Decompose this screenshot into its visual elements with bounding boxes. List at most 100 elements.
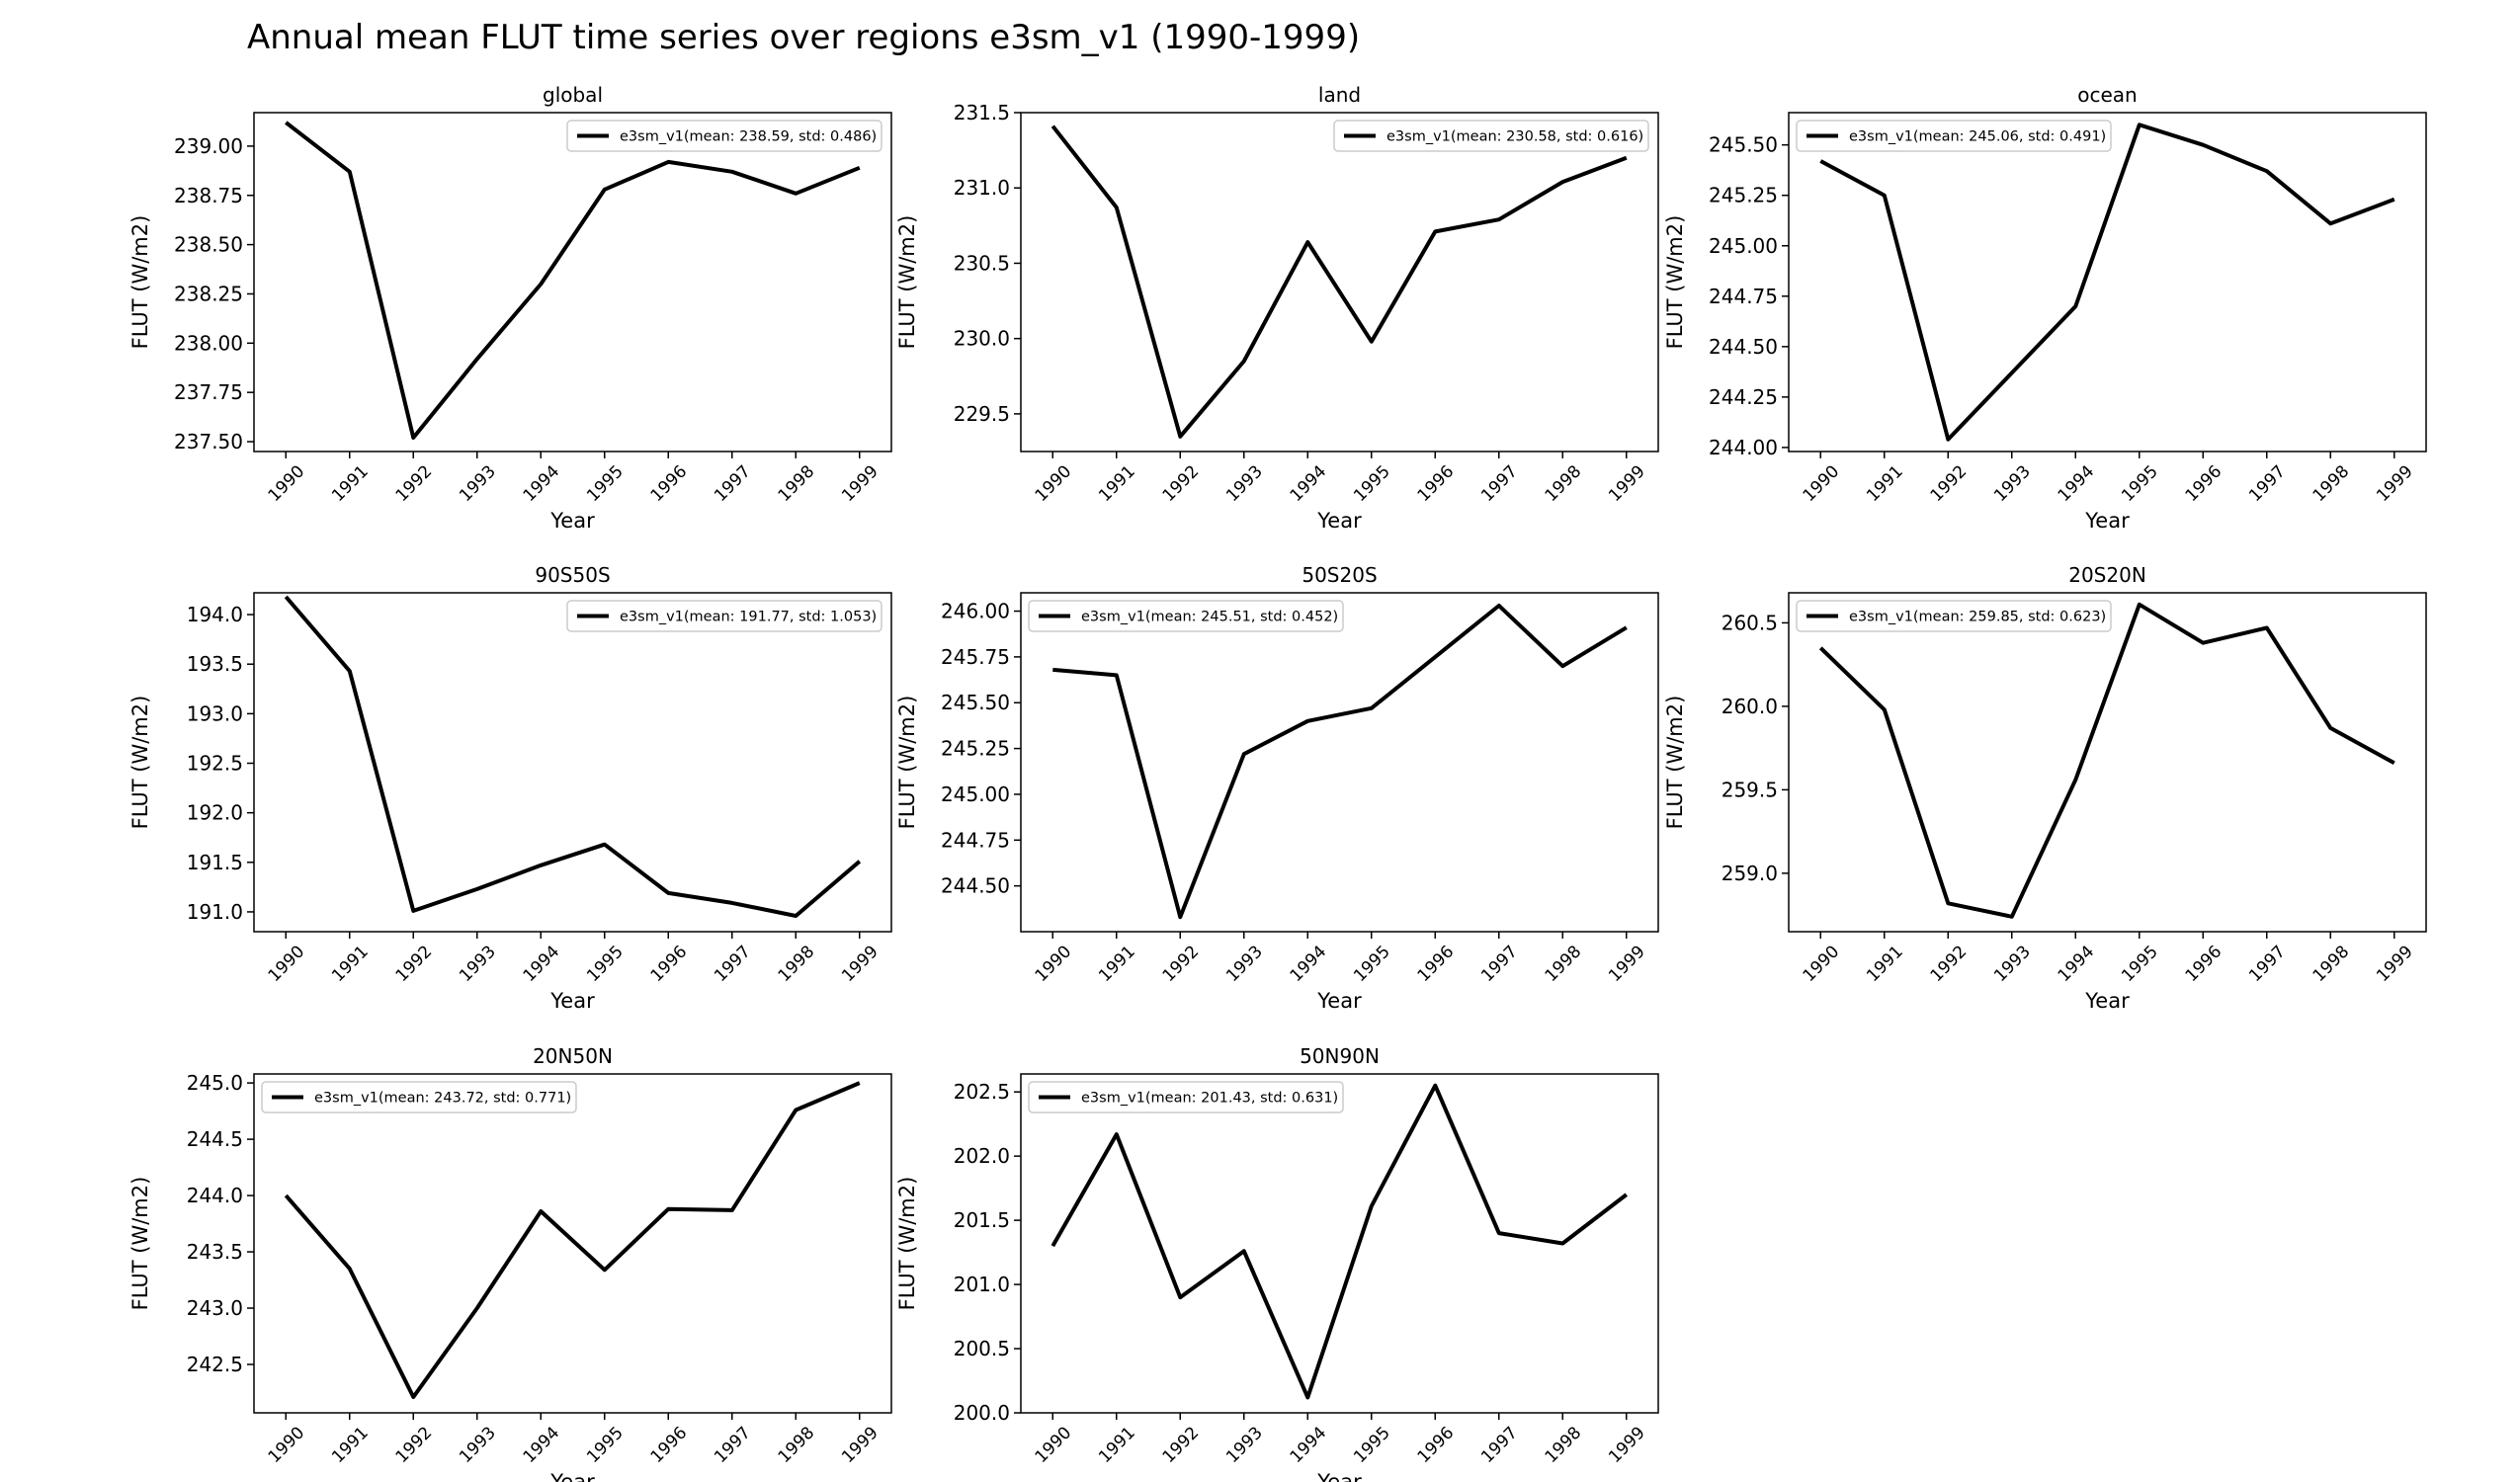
y-tick-label: 194.0: [187, 603, 243, 626]
legend: e3sm_v1(mean: 238.59, std: 0.486): [566, 120, 882, 152]
x-tick-label: 1998: [1542, 942, 1586, 986]
legend-label: e3sm_v1(mean: 259.85, std: 0.623): [1849, 610, 2106, 625]
legend: e3sm_v1(mean: 191.77, std: 1.053): [566, 600, 882, 632]
x-tick-label: 1993: [1222, 1423, 1267, 1467]
y-tick-label: 245.00: [941, 782, 1010, 806]
y-tick-label: 244.75: [941, 828, 1010, 852]
x-tick-label: 1992: [1927, 461, 1972, 506]
series-line: [284, 1081, 861, 1399]
x-axis-label: Year: [549, 989, 595, 1013]
y-tick-label: 245.25: [1709, 184, 1778, 207]
x-tick-label: 1994: [1287, 1423, 1331, 1467]
x-tick-label: 1992: [392, 461, 437, 506]
x-axis-label: Year: [549, 509, 595, 533]
legend-label: e3sm_v1(mean: 191.77, std: 1.053): [620, 610, 877, 625]
x-tick-label: 1994: [520, 461, 564, 506]
subplot-title: 90S50S: [535, 563, 610, 587]
x-tick-label: 1990: [1032, 1423, 1076, 1467]
plot-frame: [1020, 592, 1659, 933]
y-tick-label: 237.75: [174, 380, 243, 404]
y-tick-label: 245.00: [1709, 234, 1778, 258]
x-tick-label: 1995: [583, 1423, 628, 1467]
legend-box: [1796, 600, 2112, 632]
x-tick-label: 1991: [328, 942, 373, 986]
subplot-50S20S: 50S20S 1990 1991 1992 1993 1994 1995 1996 1997 19…: [895, 563, 1659, 1013]
y-tick-label: 239.00: [174, 134, 243, 158]
x-tick-label: 1995: [583, 942, 628, 986]
x-axis-label: Year: [549, 1470, 595, 1482]
legend-label: e3sm_v1(mean: 230.58, std: 0.616): [1386, 129, 1643, 145]
plot-frame: [253, 1073, 892, 1414]
legend-box: [261, 1081, 577, 1113]
plot-frame: [1788, 112, 2427, 453]
series-line: [1050, 124, 1628, 439]
x-tick-label: 1995: [1350, 942, 1394, 986]
x-tick-label: 1996: [1414, 461, 1459, 506]
x-tick-label: 1997: [711, 1423, 755, 1467]
y-tick-label: 246.00: [941, 600, 1010, 623]
y-tick-label: 245.50: [1709, 133, 1778, 157]
subplot-land: land 1990 1991 1992 1993 1994 1995 1996 1997 1998…: [895, 83, 1659, 533]
y-axis-label: FLUT (W/m2): [895, 215, 919, 350]
y-tick-label: 193.5: [187, 652, 243, 676]
x-tick-label: 1995: [2118, 942, 2162, 986]
y-axis-label: FLUT (W/m2): [128, 215, 152, 350]
x-tick-label: 1999: [838, 942, 882, 986]
y-tick-label: 244.75: [1709, 285, 1778, 308]
y-tick-label: 200.0: [954, 1401, 1010, 1425]
figure-title: Annual mean FLUT time series over region…: [247, 18, 1361, 57]
x-tick-label: 1998: [2310, 461, 2354, 506]
y-tick-label: 242.5: [187, 1353, 243, 1376]
x-tick-label: 1991: [1095, 461, 1139, 506]
y-tick-label: 244.50: [1709, 335, 1778, 359]
x-tick-label: 1990: [265, 942, 309, 986]
subplot-title: 50N90N: [1300, 1044, 1380, 1068]
x-tick-label: 1994: [1287, 942, 1331, 986]
y-tick-label: 230.0: [954, 327, 1010, 351]
x-tick-label: 1996: [647, 1423, 692, 1467]
legend-label: e3sm_v1(mean: 245.51, std: 0.452): [1081, 610, 1338, 625]
x-tick-label: 1991: [328, 1423, 373, 1467]
x-tick-label: 1993: [1990, 942, 2035, 986]
x-tick-label: 1998: [1542, 461, 1586, 506]
x-tick-label: 1999: [1605, 1423, 1649, 1467]
legend: e3sm_v1(mean: 201.43, std: 0.631): [1028, 1081, 1344, 1113]
subplot-50N90N: 50N90N 1990 1991 1992 1993 1994 1995 1996 1997 19…: [895, 1044, 1659, 1482]
y-tick-label: 238.25: [174, 282, 243, 305]
series-line: [285, 121, 861, 440]
x-tick-label: 1999: [2373, 461, 2417, 506]
subplot-global: global 1990 1991 1992 1993 1994 1995 1996 1997 19…: [128, 83, 892, 533]
x-tick-label: 1996: [2182, 461, 2226, 506]
x-tick-label: 1997: [1477, 461, 1522, 506]
x-axis-label: Year: [2084, 989, 2130, 1013]
x-tick-label: 1999: [838, 461, 882, 506]
subplot-title: land: [1318, 83, 1361, 107]
plot-frame: [253, 592, 892, 933]
y-tick-label: 200.5: [954, 1337, 1010, 1360]
legend-box: [1796, 120, 2112, 152]
y-tick-label: 238.50: [174, 233, 243, 257]
series-line: [1818, 602, 2395, 919]
y-axis-label: FLUT (W/m2): [1663, 215, 1687, 350]
series-line: [1052, 604, 1628, 920]
x-tick-label: 1996: [647, 942, 692, 986]
x-tick-label: 1995: [2118, 461, 2162, 506]
x-tick-label: 1996: [1414, 1423, 1459, 1467]
y-tick-label: 202.5: [954, 1080, 1010, 1104]
x-tick-label: 1992: [1927, 942, 1972, 986]
y-tick-label: 201.0: [954, 1273, 1010, 1296]
subplot-90S50S: 90S50S 1990 1991 1992 1993 1994 1995 1996 1997 19…: [128, 563, 892, 1013]
x-tick-label: 1995: [1350, 1423, 1394, 1467]
y-tick-label: 243.5: [187, 1240, 243, 1264]
legend: e3sm_v1(mean: 245.06, std: 0.491): [1796, 120, 2112, 152]
y-tick-label: 229.5: [954, 402, 1010, 426]
x-tick-label: 1993: [1222, 461, 1267, 506]
y-axis-label: FLUT (W/m2): [128, 696, 152, 830]
x-tick-label: 1993: [456, 461, 500, 506]
series-line: [1819, 123, 2395, 442]
subplot-title: global: [543, 83, 603, 107]
y-tick-label: 231.0: [954, 176, 1010, 200]
x-tick-label: 1993: [456, 942, 500, 986]
y-tick-label: 244.50: [941, 874, 1010, 898]
x-tick-label: 1992: [1159, 1423, 1204, 1467]
